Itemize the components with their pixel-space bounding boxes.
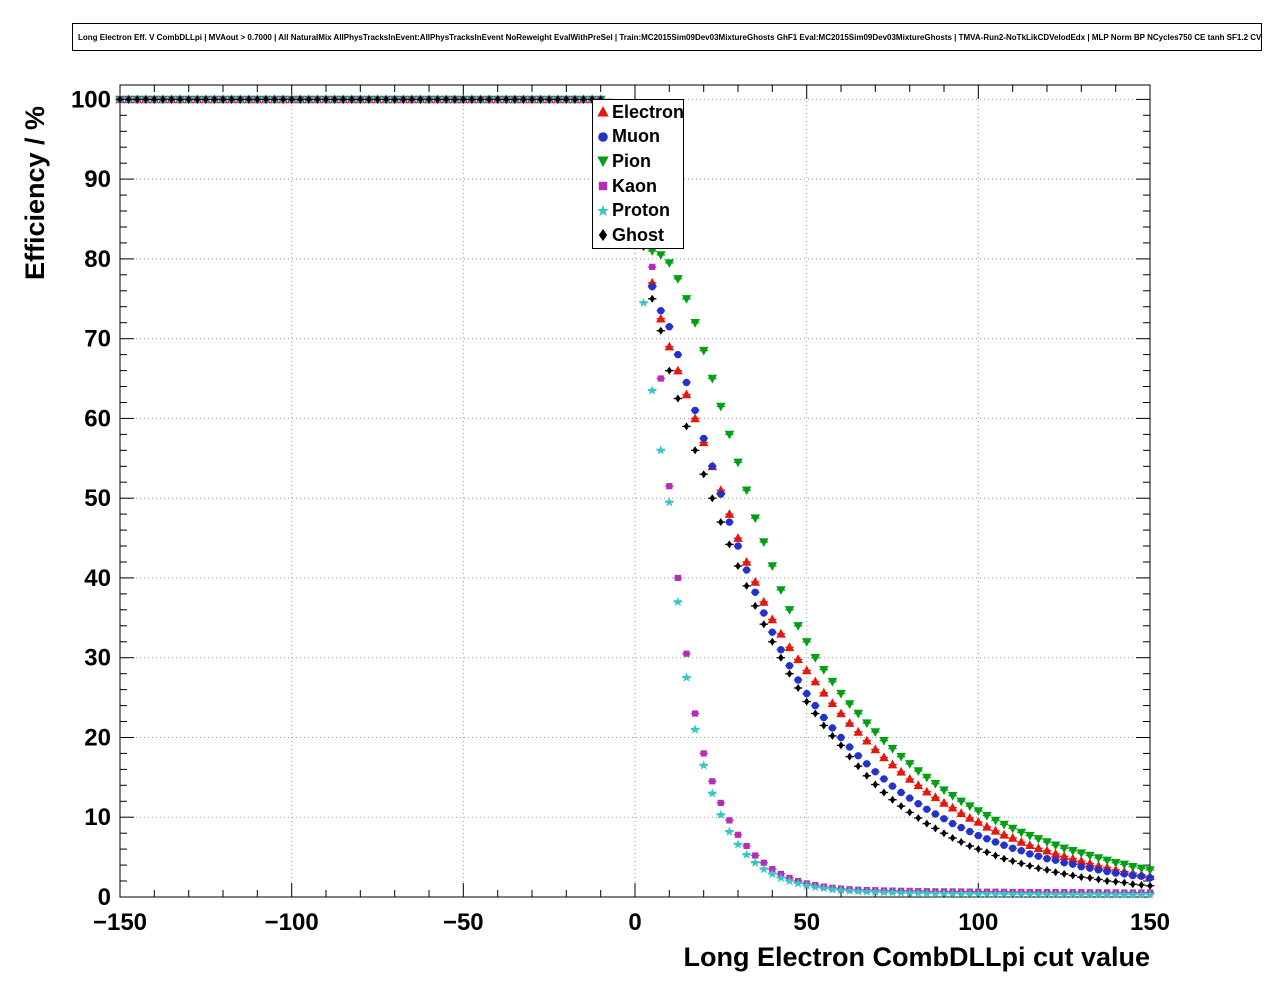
y-tick-label: 0	[98, 884, 111, 911]
triangle-up-icon	[597, 106, 609, 117]
y-tick-labels: 0 10 20 30 40 50 60 70 80 90 100	[71, 86, 111, 911]
x-tick-label: −50	[443, 909, 484, 936]
x-axis-title: Long Electron CombDLLpi cut value	[683, 942, 1150, 972]
y-tick-label: 60	[84, 405, 111, 432]
axis-ticks	[119, 85, 1151, 898]
x-tick-label: −100	[265, 909, 319, 936]
legend-item-pion: Pion	[593, 149, 683, 174]
star-icon	[597, 204, 609, 216]
y-tick-label: 30	[84, 645, 111, 672]
legend-item-kaon: Kaon	[593, 174, 683, 199]
y-tick-label: 50	[84, 485, 111, 512]
legend-item-label: Pion	[612, 150, 651, 171]
y-tick-label: 40	[84, 565, 111, 592]
square-icon	[598, 181, 608, 191]
legend-item-label: Proton	[612, 200, 670, 221]
legend-item-proton: Proton	[593, 198, 683, 223]
y-axis-title: Efficiency / %	[20, 106, 50, 280]
legend: Electron Muon Pion Kaon Proton Ghost	[592, 99, 684, 249]
y-tick-label: 20	[84, 725, 111, 752]
y-tick-label: 70	[84, 326, 111, 353]
legend-item-electron: Electron	[593, 100, 685, 125]
gridlines	[120, 85, 1150, 897]
y-tick-label: 100	[71, 86, 111, 113]
triangle-down-icon	[597, 156, 609, 168]
legend-item-label: Muon	[612, 126, 660, 147]
legend-item-label: Kaon	[612, 175, 657, 196]
y-tick-label: 10	[84, 804, 111, 831]
x-tick-label: 50	[793, 909, 820, 936]
series-ghost	[115, 95, 1155, 890]
x-tick-label: 0	[628, 909, 641, 936]
legend-item-label: Electron	[612, 101, 685, 122]
legend-item-muon: Muon	[593, 125, 683, 150]
diamond-icon	[598, 229, 608, 242]
legend-item-ghost: Ghost	[593, 223, 683, 248]
x-tick-label: −150	[93, 909, 147, 936]
plot-title: Long Electron Eff. V CombDLLpi | MVAout …	[72, 23, 1262, 51]
x-tick-labels: −150 −100 −50 0 50 100 150	[93, 909, 1170, 936]
x-tick-label: 100	[958, 909, 998, 936]
y-tick-label: 80	[84, 246, 111, 273]
y-tick-label: 90	[84, 166, 111, 193]
x-tick-label: 150	[1130, 909, 1170, 936]
legend-item-label: Ghost	[612, 224, 664, 245]
circle-icon	[598, 132, 608, 142]
